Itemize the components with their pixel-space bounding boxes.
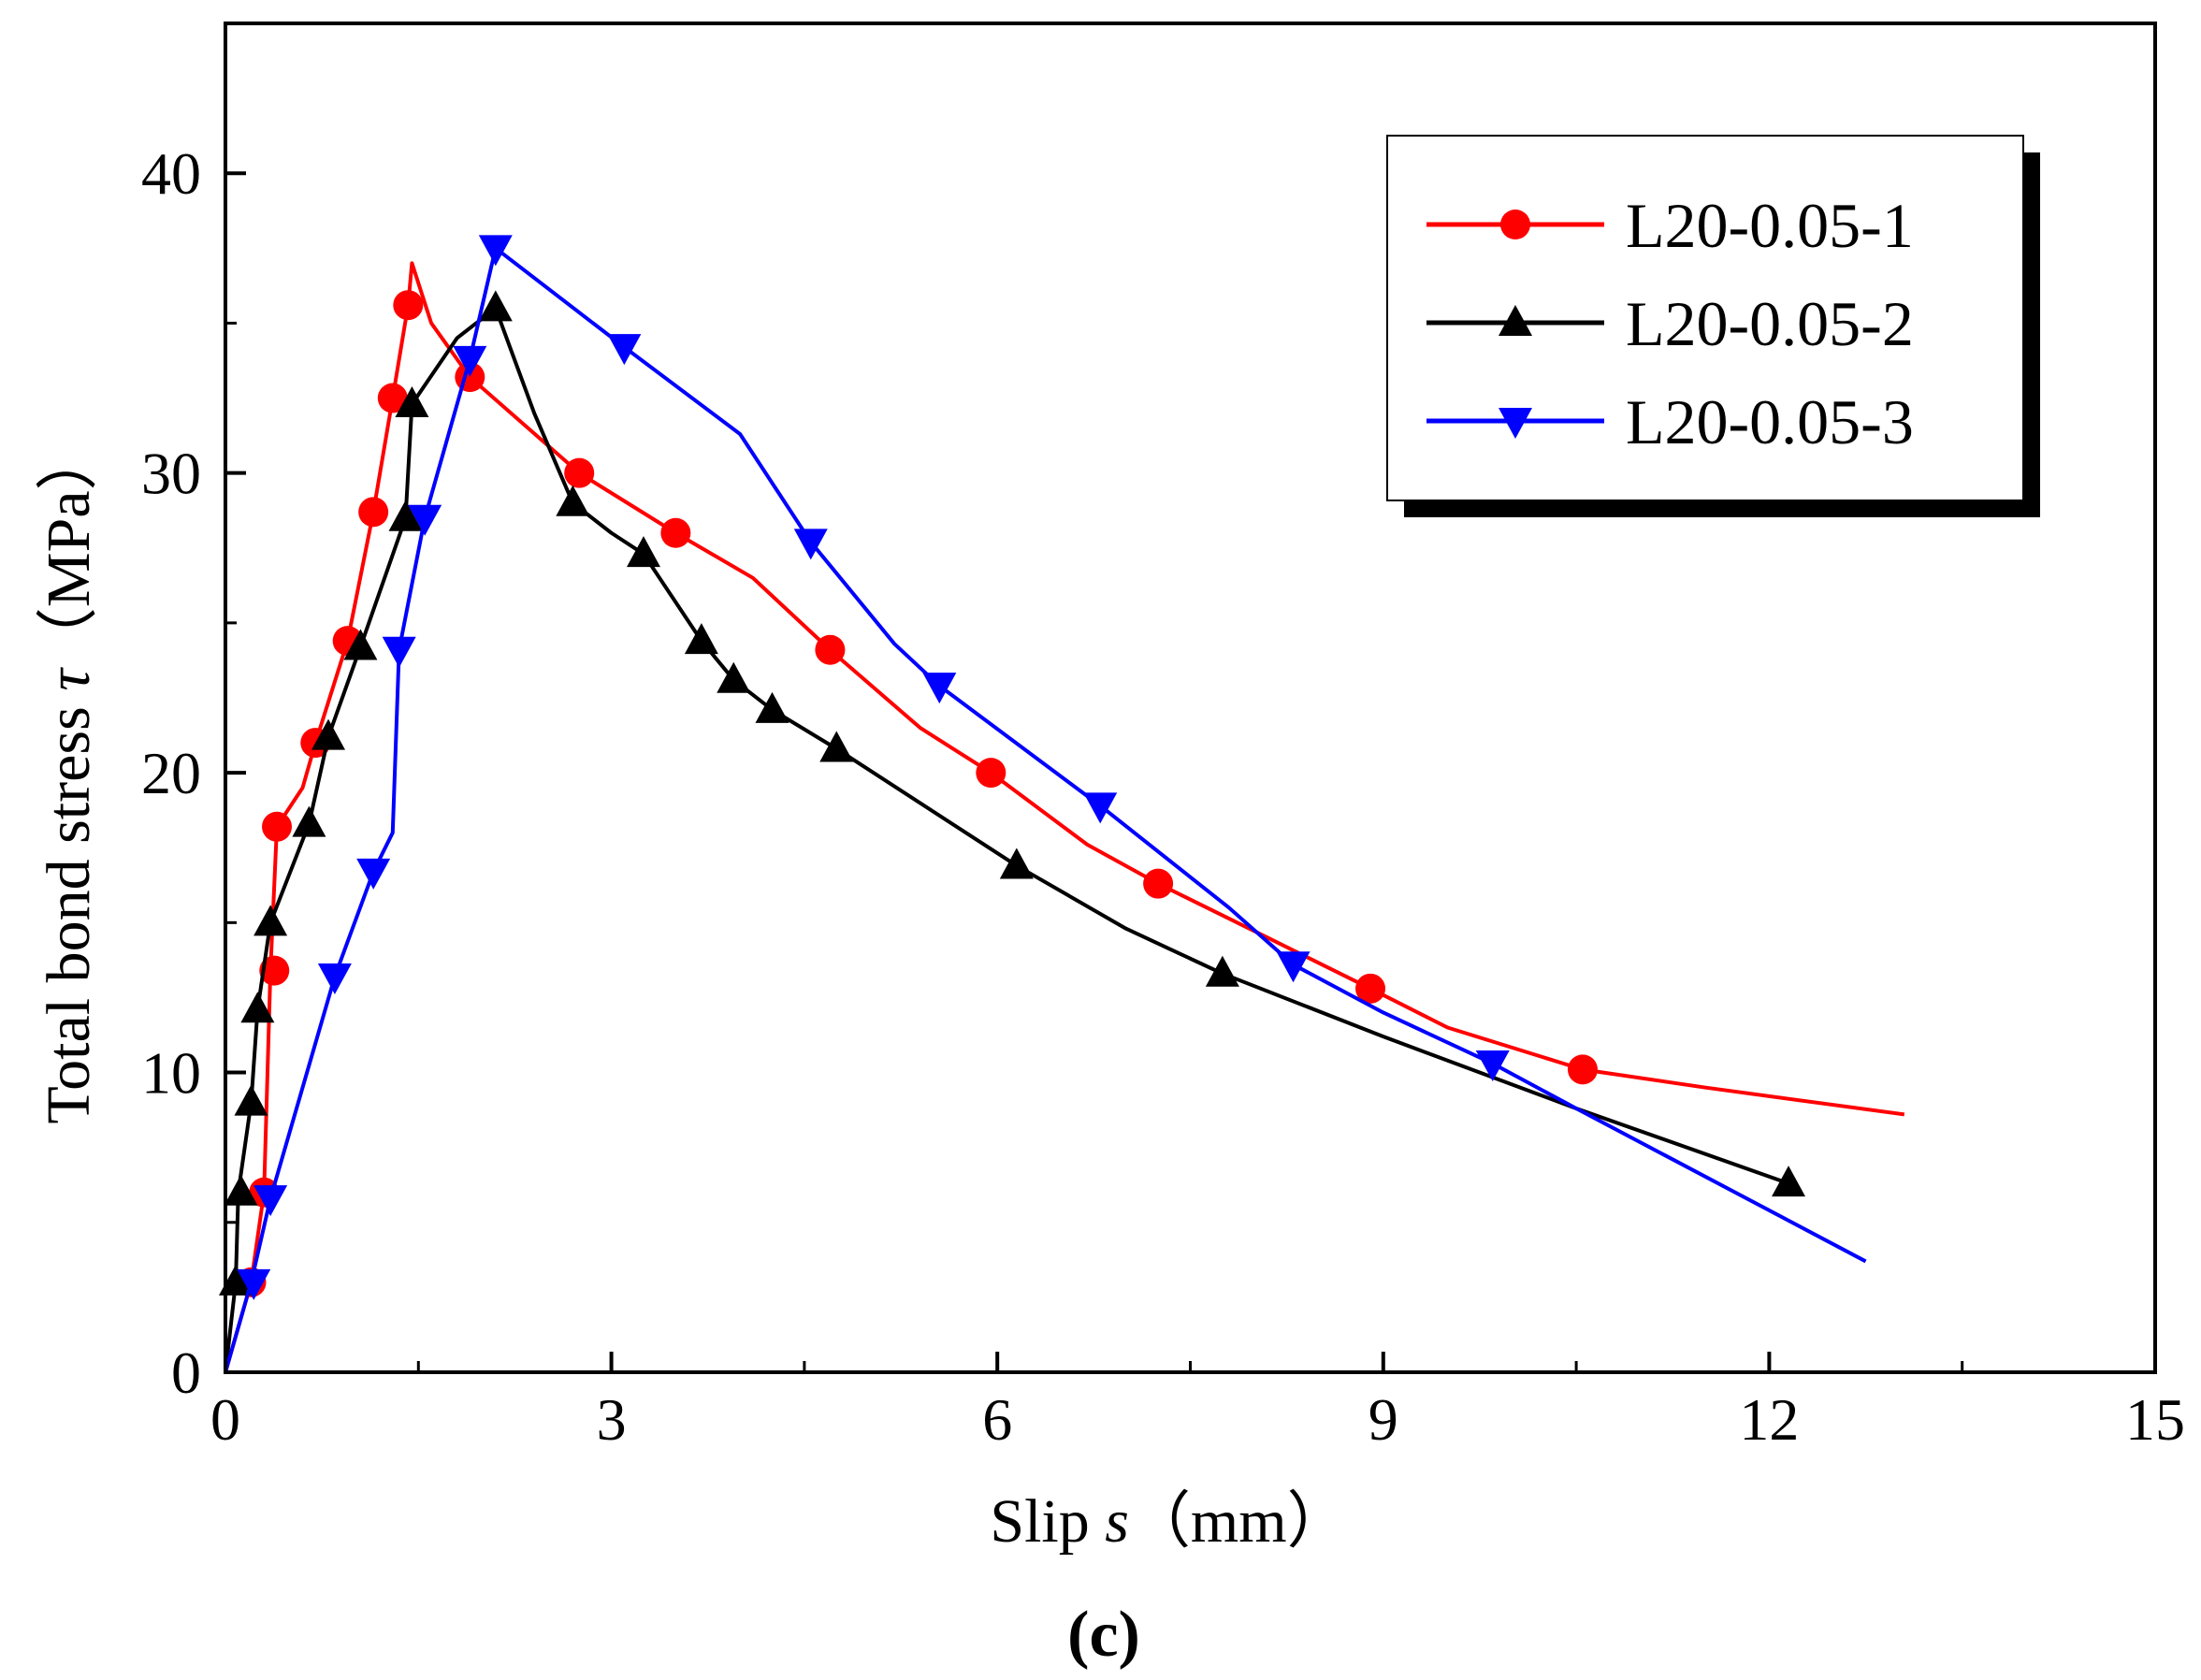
data-point-triangle-up xyxy=(311,718,346,750)
y-axis-title: Total bond stress τ（MPa） xyxy=(35,428,103,1123)
legend-label: L20-0.05-3 xyxy=(1626,386,1914,457)
legend-box xyxy=(1386,135,2024,501)
data-point-triangle-up xyxy=(292,805,326,837)
y-axis-symbol: τ xyxy=(35,667,103,691)
legend-entry-2: L20-0.05-2 xyxy=(1426,288,1914,359)
y-tick-label: 0 xyxy=(171,1340,201,1406)
data-point-triangle-up xyxy=(626,536,660,568)
legend-marker xyxy=(1499,305,1532,336)
series-L20-0.05-2 xyxy=(219,290,1806,1373)
x-axis-unit: （mm） xyxy=(1129,1487,1349,1556)
legend-label: L20-0.05-1 xyxy=(1626,190,1914,261)
data-point-triangle-up xyxy=(999,847,1034,879)
data-point-triangle-down xyxy=(408,504,442,536)
data-point-circle xyxy=(976,758,1006,789)
data-point-circle xyxy=(259,955,290,986)
y-tick-label: 10 xyxy=(141,1040,201,1107)
data-point-triangle-up xyxy=(1205,955,1239,987)
data-point-triangle-down xyxy=(356,858,391,890)
data-point-circle xyxy=(358,497,389,528)
data-point-triangle-up xyxy=(395,385,429,417)
data-point-triangle-up xyxy=(240,992,275,1023)
series-L20-0.05-1 xyxy=(224,261,1905,1373)
x-tick-label: 0 xyxy=(210,1386,240,1453)
data-point-triangle-up xyxy=(224,1174,258,1206)
series-layer xyxy=(219,235,1905,1373)
legend-marker xyxy=(1499,408,1532,439)
data-point-triangle-down xyxy=(607,334,642,366)
data-point-circle xyxy=(1355,973,1386,1004)
data-point-triangle-up xyxy=(219,1264,253,1296)
data-point-triangle-up xyxy=(819,731,854,762)
data-point-circle xyxy=(1143,868,1174,899)
x-tick-label: 15 xyxy=(2125,1386,2185,1453)
data-point-triangle-down xyxy=(922,673,957,704)
data-point-triangle-down xyxy=(453,345,487,377)
data-point-triangle-up xyxy=(388,500,423,531)
data-point-circle xyxy=(660,517,691,548)
data-point-triangle-down xyxy=(1083,792,1118,824)
data-point-triangle-down xyxy=(793,529,828,560)
data-point-circle xyxy=(262,811,293,842)
series-L20-0.05-3 xyxy=(224,235,1867,1373)
x-tick-label: 12 xyxy=(1739,1386,1799,1453)
axis-ticks: 0 3 6 9 12 15 0 10 20 30 40 xyxy=(141,140,2185,1453)
data-point-triangle-up xyxy=(253,905,288,936)
legend: L20-0.05-1 L20-0.05-2 L20-0.05-3 xyxy=(1386,135,2040,517)
data-point-circle xyxy=(1567,1054,1598,1085)
panel-label: (c) xyxy=(1067,1599,1140,1671)
data-point-triangle-up xyxy=(1772,1166,1806,1197)
x-tick-label: 6 xyxy=(982,1386,1012,1453)
legend-label: L20-0.05-2 xyxy=(1626,288,1914,359)
data-point-triangle-up xyxy=(234,1084,268,1116)
data-point-triangle-up xyxy=(684,623,718,655)
data-point-circle xyxy=(393,290,424,321)
data-point-circle xyxy=(377,383,408,413)
series-line-2 xyxy=(224,306,1789,1373)
x-tick-label: 9 xyxy=(1368,1386,1398,1453)
x-axis-symbol: s xyxy=(1105,1487,1129,1556)
data-point-triangle-down xyxy=(253,1185,288,1217)
legend-entry-3: L20-0.05-3 xyxy=(1426,386,1914,457)
y-tick-label: 30 xyxy=(141,441,201,507)
data-point-triangle-down xyxy=(382,636,416,668)
data-point-triangle-down xyxy=(237,1268,271,1300)
data-point-triangle-up xyxy=(717,661,751,693)
y-axis-unit: （MPa） xyxy=(35,428,103,669)
x-axis-title-prefix: Slip xyxy=(990,1487,1105,1556)
y-tick-label: 20 xyxy=(141,740,201,806)
y-axis-title-prefix: Total bond stress xyxy=(35,691,103,1124)
data-point-circle xyxy=(564,457,595,488)
data-point-triangle-down xyxy=(317,963,352,995)
legend-entry-1: L20-0.05-1 xyxy=(1426,190,1914,261)
legend-entries: L20-0.05-1 L20-0.05-2 L20-0.05-3 xyxy=(1426,190,1914,457)
data-point-triangle-up xyxy=(556,485,590,516)
data-point-triangle-up xyxy=(478,290,513,322)
x-tick-label: 3 xyxy=(597,1386,627,1453)
y-tick-label: 40 xyxy=(141,140,201,207)
data-point-triangle-up xyxy=(755,691,789,723)
data-point-triangle-down xyxy=(478,235,513,267)
data-point-triangle-down xyxy=(1475,1050,1510,1081)
series-line-3 xyxy=(224,246,1867,1373)
x-axis-title: Slip s（mm） xyxy=(990,1487,1348,1556)
data-point-circle xyxy=(815,634,846,665)
series-line-1 xyxy=(224,261,1905,1373)
data-point-triangle-down xyxy=(1276,951,1310,983)
data-point-triangle-up xyxy=(343,629,378,660)
legend-marker xyxy=(1500,210,1530,239)
